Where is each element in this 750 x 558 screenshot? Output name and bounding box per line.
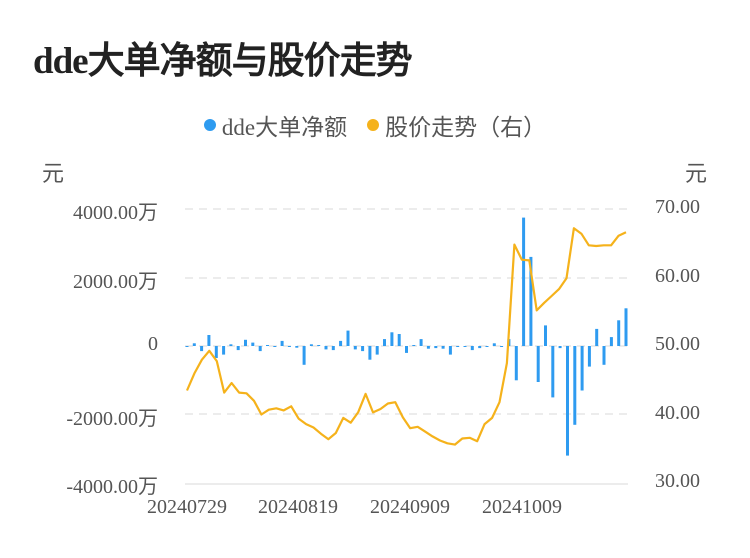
bar <box>448 346 452 355</box>
bar <box>602 346 606 365</box>
bar <box>529 256 533 346</box>
legend-label: dde大单净额 <box>221 115 348 140</box>
legend: dde大单净额 股价走势（右） <box>0 108 750 142</box>
bar <box>426 346 430 349</box>
bar <box>544 325 547 346</box>
bar <box>478 346 482 349</box>
left-axis-unit: 元 <box>42 161 65 186</box>
bar <box>419 339 423 346</box>
bar <box>229 344 233 346</box>
right-tick: 60.00 <box>655 265 700 287</box>
dde-bars <box>185 217 628 456</box>
x-tick: 20240819 <box>258 496 338 518</box>
bar <box>339 340 343 346</box>
bar <box>587 346 591 367</box>
bar <box>375 346 379 355</box>
left-tick: 4000.00万 <box>73 202 158 224</box>
legend-label: 股价走势（右） <box>385 115 547 140</box>
bar <box>566 346 569 456</box>
bar <box>522 217 526 346</box>
right-tick: 50.00 <box>655 333 700 355</box>
left-tick: 0 <box>148 333 158 355</box>
chart-title: dde大单净额与股价走势 <box>33 41 413 82</box>
x-tick: 20241009 <box>482 496 562 518</box>
bar <box>470 346 474 351</box>
bar <box>309 344 313 346</box>
bar <box>302 346 306 365</box>
bar <box>273 346 277 347</box>
bar <box>536 346 540 382</box>
bar <box>492 343 496 346</box>
bar <box>214 346 218 358</box>
bar <box>514 346 518 381</box>
bar <box>251 342 255 346</box>
left-tick: -4000.00万 <box>66 476 158 498</box>
bar <box>324 346 328 350</box>
bar <box>346 330 350 346</box>
bar <box>331 346 335 351</box>
left-tick: -2000.00万 <box>66 408 158 430</box>
right-axis-unit: 元 <box>685 161 708 186</box>
bar <box>397 334 401 346</box>
bar <box>405 346 408 353</box>
bar <box>617 320 621 346</box>
bar <box>287 346 291 347</box>
right-tick: 70.00 <box>655 196 700 218</box>
bar <box>456 346 460 347</box>
bar <box>353 346 357 350</box>
bar <box>390 332 394 346</box>
price-line <box>185 227 627 446</box>
legend-dot-blue-icon <box>203 119 216 131</box>
bar <box>609 337 613 346</box>
bar <box>244 339 247 346</box>
bar <box>558 346 562 349</box>
bar <box>441 346 445 349</box>
bar <box>595 328 599 346</box>
bar <box>361 346 365 352</box>
bar <box>434 346 438 349</box>
bar <box>222 346 226 355</box>
bar <box>317 345 321 346</box>
legend-item-dde[interactable]: dde大单净额 <box>203 108 348 142</box>
bar <box>573 346 577 425</box>
bar <box>500 346 504 347</box>
bar <box>192 343 196 346</box>
bar <box>624 308 628 346</box>
bar <box>200 346 204 352</box>
bar <box>580 346 584 391</box>
right-tick: 30.00 <box>655 470 700 492</box>
bar <box>258 346 262 352</box>
legend-item-price[interactable]: 股价走势（右） <box>367 108 546 142</box>
bar <box>280 340 284 346</box>
bar <box>485 346 489 347</box>
bar <box>185 346 189 347</box>
bar <box>551 346 555 398</box>
left-tick: 2000.00万 <box>73 271 158 293</box>
right-tick: 40.00 <box>655 402 700 424</box>
legend-dot-orange-icon <box>367 119 380 131</box>
bar <box>383 339 386 346</box>
bar <box>236 346 240 351</box>
bar <box>295 346 299 348</box>
bar <box>412 345 416 346</box>
bar <box>207 335 211 346</box>
x-tick: 20240729 <box>147 496 227 518</box>
bar <box>463 346 467 347</box>
bar <box>266 345 269 346</box>
x-tick: 20240909 <box>370 496 450 518</box>
bar <box>368 346 372 360</box>
